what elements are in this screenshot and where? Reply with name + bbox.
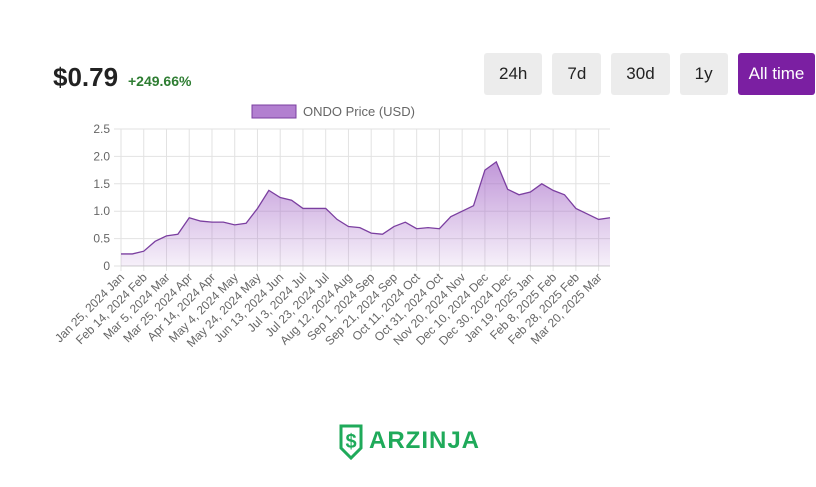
price: $0.79 (53, 62, 119, 92)
price-change: +249.66% (128, 73, 192, 89)
y-tick-label: 2.0 (93, 149, 110, 163)
range-button[interactable]: All time (737, 53, 816, 95)
legend-swatch (251, 104, 297, 119)
logo-icon: $ (339, 424, 363, 460)
y-tick-label: 1.0 (93, 204, 110, 218)
logo-text: ARZINJA (369, 427, 481, 454)
logo: $ ARZINJA (337, 422, 480, 460)
svg-text:$: $ (345, 431, 356, 453)
range-button[interactable]: 24h (484, 53, 543, 95)
range-button[interactable]: 30d (611, 53, 670, 95)
y-tick-label: 2.5 (93, 122, 110, 136)
range-button[interactable]: 7d (552, 53, 602, 95)
range-button[interactable]: 1y (679, 53, 728, 95)
range-buttons: 24h 7d 30d 1y All time (484, 53, 816, 95)
line (121, 160, 611, 255)
y-tick-label: 1.5 (93, 177, 110, 191)
y-tick-label: 0.5 (93, 232, 110, 246)
y-tick-label: 0 (103, 259, 110, 273)
area (121, 161, 610, 266)
legend-label: ONDO Price (USD) (303, 104, 415, 119)
